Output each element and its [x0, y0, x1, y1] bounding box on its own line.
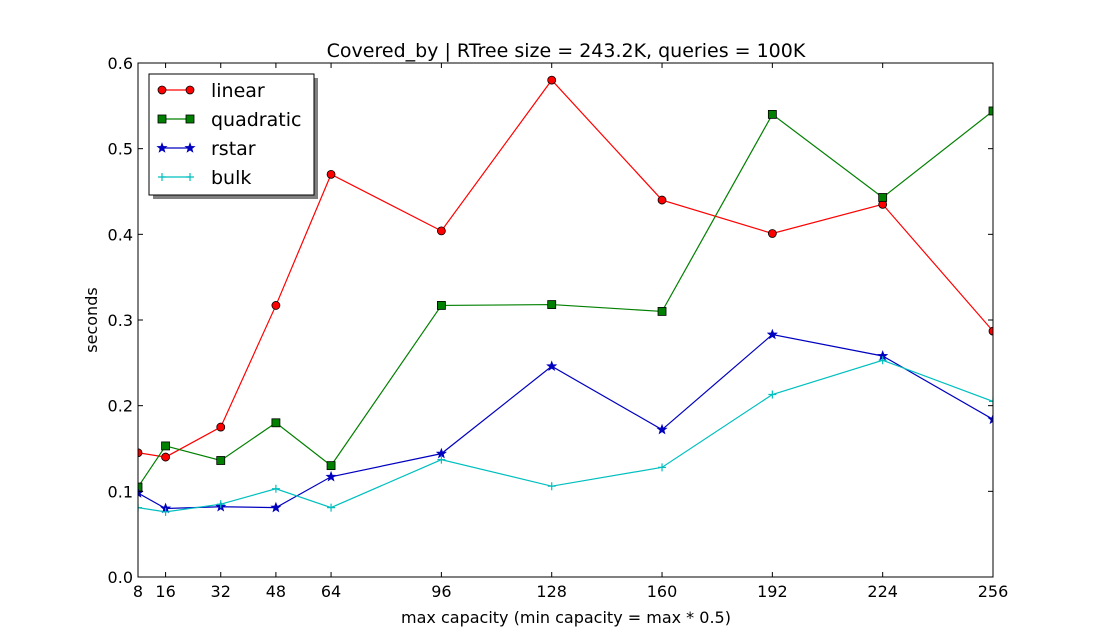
legend-box: [148, 73, 315, 196]
series-line-rstar: [138, 333, 993, 510]
data-point-bulk: [271, 484, 280, 493]
data-point-quadratic: [657, 307, 667, 316]
data-point-linear: [767, 229, 777, 238]
y-axis-label: seconds: [82, 287, 101, 352]
data-point-quadratic: [326, 461, 336, 471]
legend-item-quadratic: quadratic: [157, 109, 301, 131]
data-point-linear: [657, 195, 667, 205]
data-point-bulk: [138, 503, 142, 512]
data-point-rstar: [656, 423, 668, 435]
x-tick-label: 224: [867, 582, 898, 601]
data-point-rstar: [270, 501, 282, 513]
y-tick-label: 0.1: [108, 482, 133, 501]
x-tick-label: 64: [321, 582, 341, 601]
data-point-bulk: [658, 463, 667, 472]
legend-label: bulk: [211, 167, 251, 189]
data-point-rstar: [766, 328, 778, 340]
data-point-linear: [138, 448, 143, 458]
data-point-linear: [547, 75, 557, 85]
data-point-bulk: [161, 507, 170, 516]
data-point-bulk: [437, 455, 446, 464]
y-tick-label: 0.0: [108, 568, 133, 587]
data-point-quadratic: [767, 110, 777, 119]
x-tick-label: 256: [978, 582, 1009, 601]
data-point-linear: [988, 326, 993, 336]
legend-item-rstar: rstar: [156, 138, 256, 160]
x-tick-label: 128: [536, 582, 567, 601]
data-point-quadratic: [161, 441, 170, 451]
data-point-bulk: [989, 397, 993, 406]
legend-marker: [185, 114, 195, 124]
x-tick-label: 8: [133, 582, 143, 601]
x-tick-label: 32: [211, 582, 231, 601]
x-axis-label: max capacity (min capacity = max * 0.5): [401, 608, 731, 627]
x-tick-label: 48: [266, 582, 286, 601]
data-point-linear: [436, 226, 446, 236]
legend-marker: [156, 142, 168, 153]
data-point-quadratic: [436, 301, 446, 310]
legend-item-linear: linear: [157, 80, 265, 102]
data-point-quadratic: [216, 456, 226, 465]
data-point-quadratic: [271, 418, 281, 428]
x-tick-label: 96: [431, 582, 451, 601]
data-point-quadratic: [988, 106, 993, 116]
data-point-bulk: [216, 500, 225, 509]
data-point-bulk: [768, 390, 777, 399]
x-tick-label: 16: [155, 582, 175, 601]
y-tick-label: 0.5: [108, 140, 133, 159]
data-point-rstar: [325, 470, 337, 482]
data-point-linear: [326, 169, 336, 179]
series-line-bulk: [138, 359, 993, 513]
data-point-quadratic: [878, 193, 888, 202]
data-point-linear: [271, 301, 281, 310]
x-tick-label: 160: [647, 582, 678, 601]
data-point-quadratic: [138, 482, 143, 492]
legend-marker: [157, 85, 167, 95]
y-tick-label: 0.2: [108, 397, 133, 416]
data-point-bulk: [327, 503, 336, 512]
legend-marker: [157, 114, 167, 124]
data-point-bulk: [547, 482, 556, 491]
data-point-quadratic: [547, 300, 557, 309]
chart-title: Covered_by | RTree size = 243.2K, querie…: [327, 40, 806, 62]
y-tick-label: 0.3: [108, 311, 133, 330]
data-point-linear: [161, 452, 170, 462]
legend-label: quadratic: [211, 109, 301, 131]
legend-marker: [186, 173, 194, 181]
legend-marker: [184, 142, 196, 153]
legend-label: linear: [211, 80, 265, 102]
legend-marker: [185, 85, 195, 95]
data-point-rstar: [546, 360, 558, 372]
axes: 8 16 32 48 64 96 128 160 192 224 256 0.0 0.1 0.2 0.3 0.…: [108, 54, 1009, 601]
legend-label: rstar: [211, 138, 256, 160]
legend: linear quadratic rstar bulk: [148, 73, 318, 199]
x-tick-label: 192: [757, 582, 788, 601]
plot-area: [138, 75, 993, 516]
legend-item-bulk: bulk: [158, 167, 251, 189]
data-point-rstar: [987, 413, 993, 425]
data-point-linear: [216, 422, 226, 432]
y-tick-label: 0.4: [108, 225, 133, 244]
legend-marker: [158, 173, 166, 181]
data-point-bulk: [878, 356, 887, 365]
y-tick-label: 0.6: [108, 54, 133, 73]
